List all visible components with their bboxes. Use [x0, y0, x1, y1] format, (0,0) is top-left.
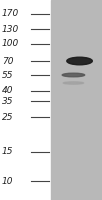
Bar — [0, 0, 51, 200]
Text: 170: 170 — [2, 9, 19, 19]
Ellipse shape — [67, 57, 92, 65]
Bar — [51, 0, 102, 200]
Text: 55: 55 — [2, 71, 14, 79]
Text: 10: 10 — [2, 176, 14, 186]
Ellipse shape — [62, 73, 85, 77]
Text: 25: 25 — [2, 112, 14, 121]
Text: 40: 40 — [2, 86, 14, 95]
Text: 130: 130 — [2, 24, 19, 33]
Text: 35: 35 — [2, 97, 14, 106]
Text: 15: 15 — [2, 148, 14, 156]
Text: 70: 70 — [2, 56, 14, 66]
Ellipse shape — [63, 82, 84, 84]
Text: 100: 100 — [2, 40, 19, 48]
